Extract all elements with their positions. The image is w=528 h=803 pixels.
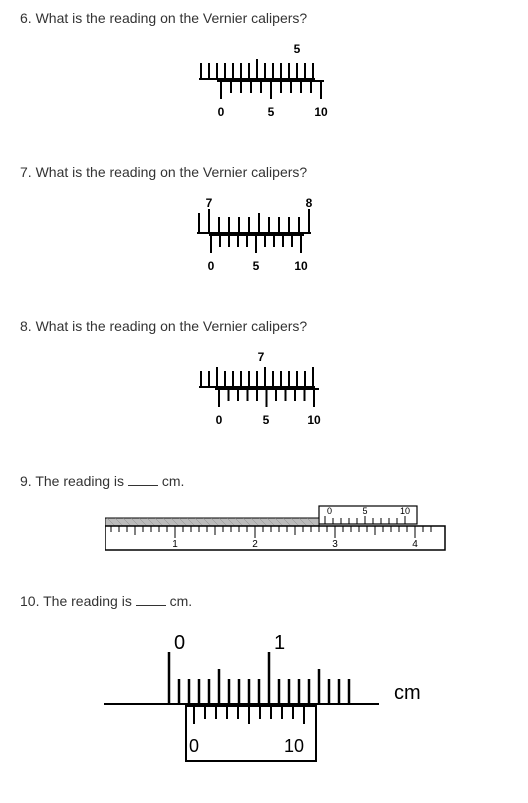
q9-diagram: 0 5 10 1 2 3 4 [20, 504, 508, 567]
q10-diagram: 0 1 cm [20, 624, 508, 777]
svg-text:0: 0 [216, 413, 223, 427]
q9-after: cm. [158, 473, 184, 489]
svg-text:5: 5 [268, 105, 275, 119]
svg-text:10: 10 [294, 259, 308, 273]
q10-after: cm. [166, 593, 192, 609]
q6-top-label: 5 [294, 42, 301, 56]
q8-diagram: 7 [20, 349, 508, 447]
svg-text:7: 7 [206, 196, 213, 210]
svg-text:3: 3 [332, 539, 338, 550]
question-8-text: 8. What is the reading on the Vernier ca… [20, 318, 508, 334]
svg-text:10: 10 [307, 413, 321, 427]
q7-diagram: 7 8 [20, 195, 508, 293]
svg-text:10: 10 [314, 105, 328, 119]
svg-text:0: 0 [327, 506, 332, 516]
svg-text:1: 1 [274, 632, 285, 654]
svg-text:5: 5 [253, 259, 260, 273]
svg-text:1: 1 [172, 539, 178, 550]
q8-prompt: What is the reading on the Vernier calip… [36, 318, 308, 334]
question-7-text: 7. What is the reading on the Vernier ca… [20, 164, 508, 180]
svg-text:8: 8 [306, 196, 313, 210]
q6-prompt: What is the reading on the Vernier calip… [36, 10, 308, 26]
q9-before: The reading is [35, 473, 128, 489]
q8-number: 8. [20, 318, 32, 334]
q7-number: 7. [20, 164, 32, 180]
q6-diagram: 5 [20, 41, 508, 139]
q10-before: The reading is [43, 593, 136, 609]
svg-text:5: 5 [263, 413, 270, 427]
svg-text:0: 0 [218, 105, 225, 119]
svg-text:10: 10 [284, 736, 304, 756]
question-10-text: 10. The reading is cm. [20, 592, 508, 609]
q9-number: 9. [20, 473, 32, 489]
question-6-text: 6. What is the reading on the Vernier ca… [20, 10, 508, 26]
q10-unit: cm [394, 682, 421, 704]
svg-text:0: 0 [208, 259, 215, 273]
svg-text:10: 10 [400, 506, 410, 516]
svg-text:0: 0 [189, 736, 199, 756]
svg-text:5: 5 [362, 506, 367, 516]
svg-text:2: 2 [252, 539, 258, 550]
q10-number: 10. [20, 593, 39, 609]
q6-number: 6. [20, 10, 32, 26]
svg-text:4: 4 [412, 539, 418, 550]
q7-prompt: What is the reading on the Vernier calip… [36, 164, 308, 180]
svg-text:7: 7 [258, 350, 265, 364]
q10-blank[interactable] [136, 592, 166, 606]
question-9-text: 9. The reading is cm. [20, 472, 508, 489]
svg-text:0: 0 [174, 632, 185, 654]
q9-blank[interactable] [128, 472, 158, 486]
